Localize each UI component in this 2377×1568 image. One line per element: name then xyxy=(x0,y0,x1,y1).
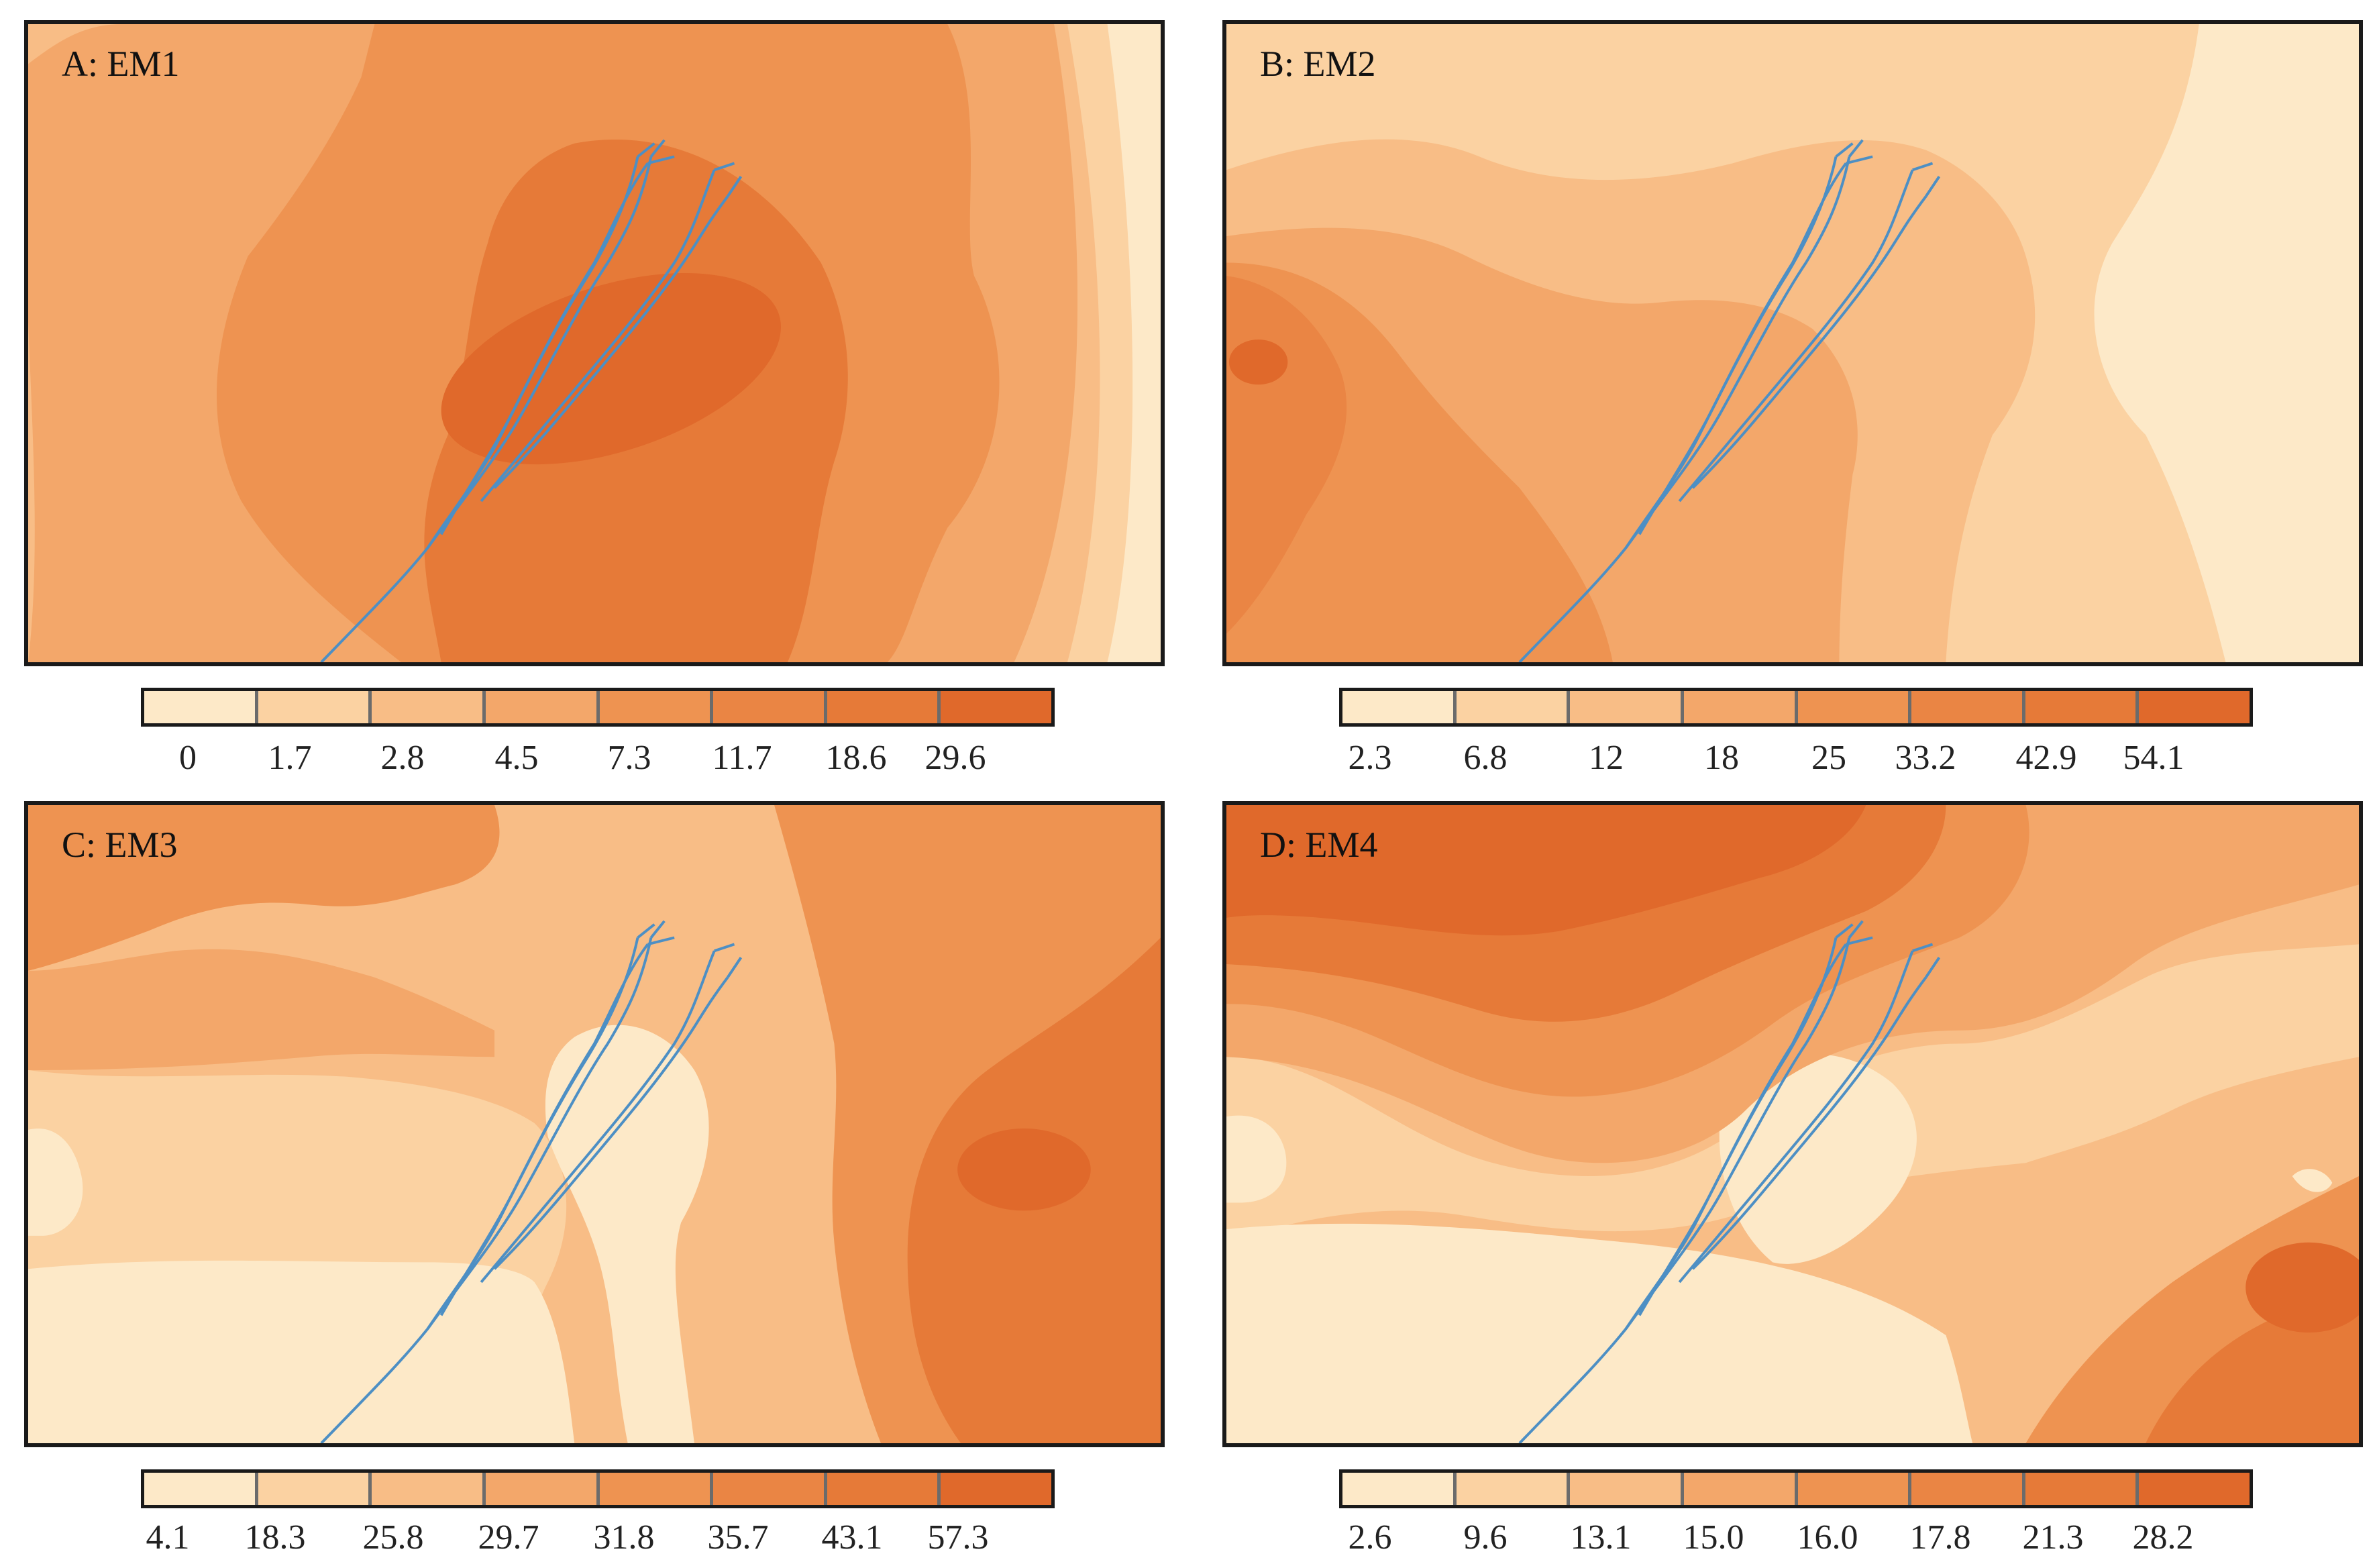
legend-c-swatch-8 xyxy=(941,1473,1051,1505)
map-c-surface xyxy=(28,805,1161,1443)
panel-c-title: C: EM3 xyxy=(62,825,178,865)
legend-b-swatch-6 xyxy=(1911,691,2025,723)
legend-d-label-3: 13.1 xyxy=(1570,1518,1632,1557)
legend-c-swatch-5 xyxy=(599,1473,714,1505)
panel-d-title: D: EM4 xyxy=(1260,825,1378,865)
legend-a-swatch-4 xyxy=(485,691,600,723)
legend-a-label-7: 18.6 xyxy=(825,739,887,777)
legend-d-swatch-8 xyxy=(2139,1473,2250,1505)
legend-d xyxy=(1339,1469,2253,1508)
legend-c-swatch-3 xyxy=(372,1473,486,1505)
river-network xyxy=(1518,920,1941,1443)
legend-c-label-3: 25.8 xyxy=(362,1518,424,1557)
legend-d-label-5: 16.0 xyxy=(1797,1518,1858,1557)
legend-a-label-8: 29.6 xyxy=(925,739,986,777)
legend-a-swatch-8 xyxy=(941,691,1051,723)
river-network xyxy=(1518,139,1941,662)
legend-c-label-1: 4.1 xyxy=(146,1518,190,1557)
legend-a-swatch-7 xyxy=(827,691,941,723)
legend-a-label-1: 0 xyxy=(179,739,197,777)
legend-d-swatch-7 xyxy=(2025,1473,2140,1505)
legend-a-swatch-2 xyxy=(258,691,372,723)
legend-a-label-6: 11.7 xyxy=(712,739,772,777)
legend-b-label-6: 33.2 xyxy=(1895,739,1956,777)
legend-b-swatch-2 xyxy=(1456,691,1571,723)
legend-a-labels: 0 1.7 2.8 4.5 7.3 11.7 18.6 29.6 xyxy=(141,738,1055,778)
legend-d-swatch-4 xyxy=(1683,1473,1798,1505)
legend-d-label-4: 15.0 xyxy=(1683,1518,1744,1557)
legend-b-label-7: 42.9 xyxy=(2015,739,2077,777)
legend-d-label-6: 17.8 xyxy=(1909,1518,1971,1557)
legend-a-swatch-1 xyxy=(144,691,258,723)
legend-b-labels: 2.3 6.8 12 18 25 33.2 42.9 54.1 xyxy=(1339,738,2253,778)
legend-c-label-6: 35.7 xyxy=(707,1518,769,1557)
legend-d-swatch-5 xyxy=(1797,1473,1912,1505)
legend-b-label-1: 2.3 xyxy=(1348,739,1392,777)
legend-a-swatch-5 xyxy=(599,691,714,723)
legend-a-swatch-3 xyxy=(372,691,486,723)
map-a[interactable]: A: EM1 xyxy=(24,20,1165,666)
legend-c-label-8: 57.3 xyxy=(927,1518,989,1557)
map-a-surface xyxy=(28,24,1161,662)
legend-b-swatch-8 xyxy=(2139,691,2250,723)
panel-a-title: A: EM1 xyxy=(62,44,180,84)
legend-d-swatch-2 xyxy=(1456,1473,1571,1505)
panel-b-title: B: EM2 xyxy=(1260,44,1376,84)
legend-b-label-4: 18 xyxy=(1704,739,1739,777)
legend-c-label-5: 31.8 xyxy=(593,1518,655,1557)
legend-c xyxy=(141,1469,1055,1508)
legend-d-swatch-6 xyxy=(1911,1473,2025,1505)
legend-c-swatch-1 xyxy=(144,1473,258,1505)
legend-d-label-2: 9.6 xyxy=(1463,1518,1508,1557)
legend-c-swatch-4 xyxy=(485,1473,600,1505)
river-network xyxy=(320,920,743,1443)
legend-a-label-2: 1.7 xyxy=(268,739,312,777)
legend-a-label-4: 4.5 xyxy=(494,739,539,777)
legend-b-label-2: 6.8 xyxy=(1463,739,1508,777)
legend-c-label-4: 29.7 xyxy=(478,1518,539,1557)
legend-b-swatch-5 xyxy=(1797,691,1912,723)
legend-c-swatch-6 xyxy=(713,1473,827,1505)
legend-d-swatch-3 xyxy=(1570,1473,1684,1505)
legend-a-label-3: 2.8 xyxy=(380,739,425,777)
legend-c-swatch-2 xyxy=(258,1473,372,1505)
legend-a-swatch-6 xyxy=(713,691,827,723)
legend-b xyxy=(1339,688,2253,727)
legend-b-swatch-7 xyxy=(2025,691,2140,723)
legend-b-label-3: 12 xyxy=(1589,739,1624,777)
legend-b-label-8: 54.1 xyxy=(2123,739,2184,777)
legend-a xyxy=(141,688,1055,727)
legend-c-labels: 4.1 18.3 25.8 29.7 31.8 35.7 43.1 57.3 xyxy=(141,1518,1055,1558)
legend-d-swatch-1 xyxy=(1342,1473,1457,1505)
map-d-surface xyxy=(1226,805,2359,1443)
legend-c-label-7: 43.1 xyxy=(821,1518,883,1557)
map-b[interactable]: B: EM2 xyxy=(1222,20,2363,666)
legend-d-label-8: 28.2 xyxy=(2132,1518,2194,1557)
legend-d-label-7: 21.3 xyxy=(2022,1518,2084,1557)
map-d[interactable]: D: EM4 xyxy=(1222,801,2363,1447)
map-b-surface xyxy=(1226,24,2359,662)
legend-b-label-5: 25 xyxy=(1811,739,1846,777)
legend-c-label-2: 18.3 xyxy=(244,1518,306,1557)
legend-c-swatch-7 xyxy=(827,1473,941,1505)
legend-a-label-5: 7.3 xyxy=(607,739,651,777)
river-network xyxy=(320,139,743,662)
legend-b-swatch-3 xyxy=(1570,691,1684,723)
map-c[interactable]: C: EM3 xyxy=(24,801,1165,1447)
legend-d-label-1: 2.6 xyxy=(1348,1518,1392,1557)
legend-d-labels: 2.6 9.6 13.1 15.0 16.0 17.8 21.3 28.2 xyxy=(1339,1518,2253,1558)
legend-b-swatch-4 xyxy=(1683,691,1798,723)
legend-b-swatch-1 xyxy=(1342,691,1457,723)
